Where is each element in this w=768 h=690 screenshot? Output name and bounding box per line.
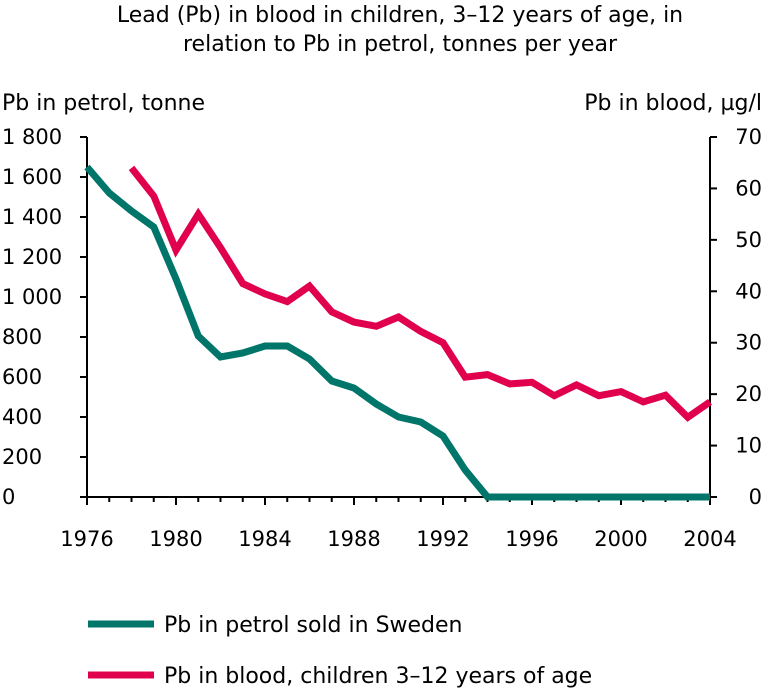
series-lines (84, 164, 712, 501)
right-tick-label: 0 (749, 485, 762, 509)
right-tick-label: 40 (735, 279, 762, 303)
legend: Pb in petrol sold in Sweden Pb in blood,… (88, 613, 592, 689)
series-line-petrol (84, 164, 710, 501)
x-tick-label: 1988 (327, 527, 380, 551)
left-tick-label: 800 (2, 325, 42, 349)
left-axis-label: Pb in petrol, tonne (2, 91, 205, 116)
right-axis-label: Pb in blood, µg/l (584, 91, 762, 116)
left-axis-ticks: 0 200 400 600 800 1 000 1 200 1 400 1 600 1 800 (2, 125, 87, 509)
left-tick-label: 1 800 (2, 125, 62, 149)
legend-label-petrol: Pb in petrol sold in Sweden (164, 613, 463, 638)
x-tick-label: 2000 (594, 527, 647, 551)
left-tick-label: 1 400 (2, 205, 62, 229)
left-tick-label: 1 000 (2, 285, 62, 309)
chart-title-line-2: relation to Pb in petrol, tonnes per yea… (183, 32, 618, 57)
x-tick-label: 1984 (238, 527, 291, 551)
x-tick-label: 1976 (60, 527, 113, 551)
right-tick-label: 70 (735, 125, 762, 149)
x-tick-label: 2004 (683, 527, 736, 551)
right-tick-label: 60 (735, 176, 762, 200)
right-axis-ticks: 0 10 20 30 40 50 60 70 (710, 125, 762, 509)
right-tick-label: 10 (735, 434, 762, 458)
left-tick-label: 400 (2, 405, 42, 429)
x-axis-ticks: 1976 1980 1984 1988 1992 1996 2000 2004 (60, 497, 737, 551)
right-tick-label: 30 (735, 331, 762, 355)
x-tick-label: 1980 (149, 527, 202, 551)
left-tick-label: 600 (2, 365, 42, 389)
chart-title-line-1: Lead (Pb) in blood in children, 3–12 yea… (117, 3, 683, 28)
series-line-blood (128, 165, 712, 422)
right-tick-label: 20 (735, 382, 762, 406)
x-tick-label: 1996 (505, 527, 558, 551)
x-tick-label: 1992 (416, 527, 469, 551)
right-tick-label: 50 (735, 228, 762, 252)
left-tick-label: 200 (2, 445, 42, 469)
legend-label-blood: Pb in blood, children 3–12 years of age (164, 664, 592, 689)
left-tick-label: 0 (2, 485, 15, 509)
left-tick-label: 1 200 (2, 245, 62, 269)
left-tick-label: 1 600 (2, 165, 62, 189)
